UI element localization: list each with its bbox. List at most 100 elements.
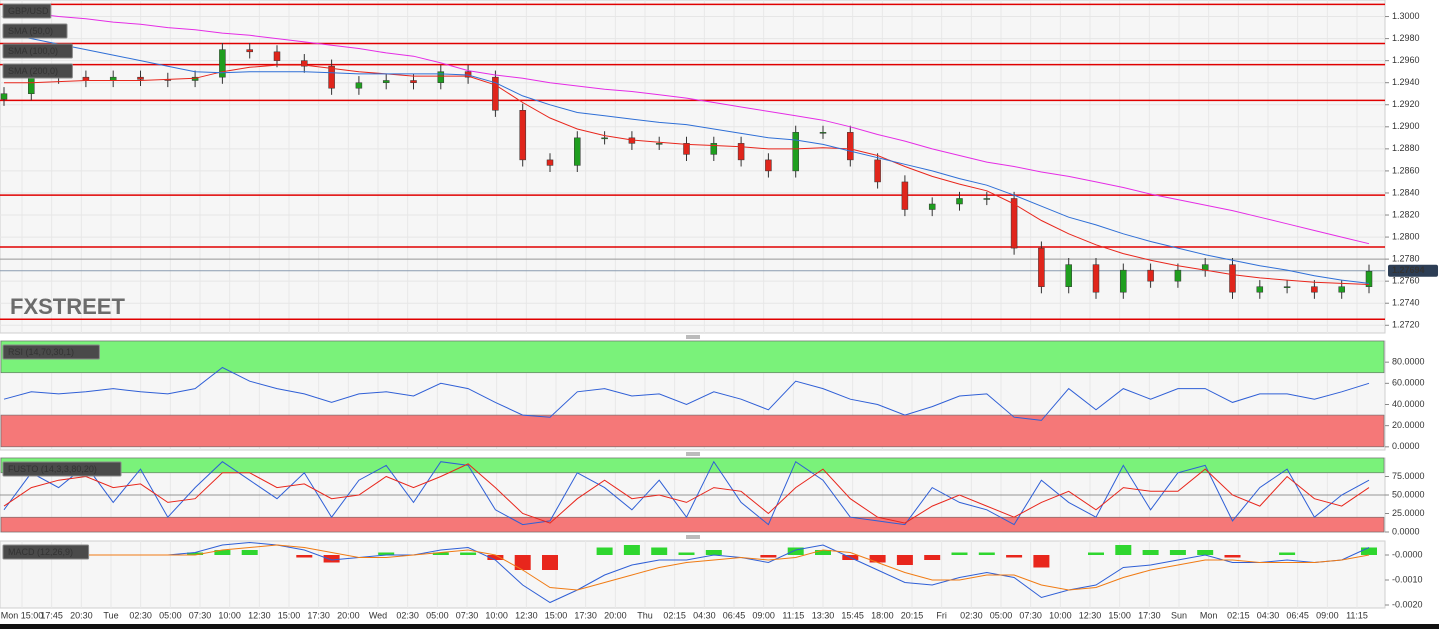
histogram-bar [1361, 547, 1377, 555]
x-tick-label: 11:15 [1346, 610, 1368, 620]
series-line [3, 463, 1370, 524]
candle-body [1338, 286, 1345, 293]
x-tick-label: Tue [103, 610, 118, 620]
y-tick-label: 50.0000 [1392, 489, 1425, 499]
bottom-bar [0, 624, 1439, 629]
candle-body [437, 71, 445, 83]
candle-body [519, 110, 526, 161]
x-tick-label: 18:00 [871, 610, 894, 620]
histogram-bar [815, 550, 831, 555]
x-tick-label: 11:15 [782, 610, 804, 620]
y-tick-label: 80.0000 [1392, 357, 1425, 367]
candle-body [983, 198, 991, 200]
y-tick-label: 1.2960 [1392, 55, 1420, 65]
x-tick-label: 20:00 [604, 610, 627, 620]
candle-body [1311, 286, 1318, 293]
x-tick-label: 07:30 [1019, 610, 1042, 620]
zone [0, 340, 1385, 374]
x-tick-label: 17:30 [574, 610, 597, 620]
x-tick-label: 05:00 [426, 610, 449, 620]
candle-body [1120, 269, 1127, 293]
y-tick-label: 1.2920 [1392, 99, 1420, 109]
x-tick-label: 20:15 [901, 610, 924, 620]
x-tick-label: 12:30 [515, 610, 538, 620]
histogram-bar [460, 552, 477, 555]
x-tick-label: 15:45 [841, 610, 864, 620]
legend-label: SMA (200,0) [8, 66, 58, 76]
candle-body [1256, 286, 1264, 293]
x-tick-label: 05:00 [990, 610, 1013, 620]
series-line [4, 544, 1370, 591]
zone [0, 516, 1385, 533]
x-tick-label: Mon 15:00 [1, 610, 44, 620]
y-tick-label: 1.2940 [1392, 77, 1420, 87]
legend-box [2, 544, 90, 560]
x-tick-label: Thu [637, 610, 653, 620]
x-tick-label: 15:00 [545, 610, 568, 620]
x-tick-label: 10:00 [485, 610, 508, 620]
series-line [3, 10, 1370, 245]
histogram-bar [869, 555, 886, 563]
candle-body [901, 181, 909, 210]
x-tick-label: Wed [369, 610, 387, 620]
legend-label: RSI (14,70,30,1) [8, 347, 74, 357]
y-tick-label: 1.2860 [1392, 165, 1420, 175]
candle-body [574, 137, 581, 166]
x-tick-label: 06:45 [1286, 610, 1309, 620]
histogram-bar [678, 552, 695, 555]
histogram-bar [623, 545, 640, 555]
legend-box [2, 23, 68, 39]
candle-body [82, 76, 90, 81]
histogram-bar [241, 550, 258, 555]
candle-body [956, 198, 963, 205]
histogram-bar [1006, 555, 1023, 558]
y-tick-label: 1.2740 [1392, 298, 1420, 308]
x-tick-label: 04:30 [1257, 610, 1280, 620]
candle-body [273, 51, 281, 61]
zone [0, 414, 1385, 448]
histogram-bar [1115, 545, 1132, 555]
candle-body [301, 60, 308, 67]
x-tick-label: 07:30 [456, 610, 479, 620]
zone [0, 457, 1385, 474]
legend-label: SMA (50,0) [8, 26, 53, 36]
candle-body [0, 93, 8, 100]
legend-box [2, 344, 100, 360]
candle-body [683, 143, 690, 155]
histogram-bar [596, 547, 613, 555]
candle-body [847, 132, 854, 161]
legend-label: GBP/USD [8, 6, 49, 16]
histogram-bar [432, 552, 449, 555]
x-tick-label: Fri [936, 610, 947, 620]
y-tick-label: 1.2820 [1392, 209, 1420, 219]
candle-body [546, 159, 554, 166]
y-tick-label: 1.2720 [1392, 320, 1420, 330]
x-tick-label: Mon [1200, 610, 1218, 620]
candle-body [1092, 264, 1100, 293]
y-tick-label: 1.2840 [1392, 187, 1420, 197]
legend-label: SMA (100,0) [8, 46, 58, 56]
candle-body [737, 143, 745, 161]
series-line [3, 541, 1370, 604]
y-tick-label: 25.0000 [1392, 508, 1425, 518]
series-line [3, 460, 1370, 526]
candle-body [355, 82, 363, 89]
y-tick-label: 75.0000 [1392, 471, 1425, 481]
x-tick-label: 10:00 [1049, 610, 1072, 620]
legend-box [2, 63, 73, 79]
y-tick-label: 1.2800 [1392, 231, 1420, 241]
histogram-bar [1197, 550, 1214, 555]
legend-box [2, 43, 73, 59]
x-tick-label: 15:00 [1108, 610, 1131, 620]
candle-body [246, 49, 253, 53]
histogram-bar [542, 555, 558, 570]
y-tick-label: 60.0000 [1392, 378, 1425, 388]
x-tick-label: 05:00 [159, 610, 182, 620]
y-tick-label: 1.2760 [1392, 276, 1420, 286]
x-tick-label: 20:30 [70, 610, 93, 620]
candle-body [382, 80, 390, 83]
x-tick-label: 13:30 [812, 610, 835, 620]
x-tick-label: 04:30 [693, 610, 716, 620]
